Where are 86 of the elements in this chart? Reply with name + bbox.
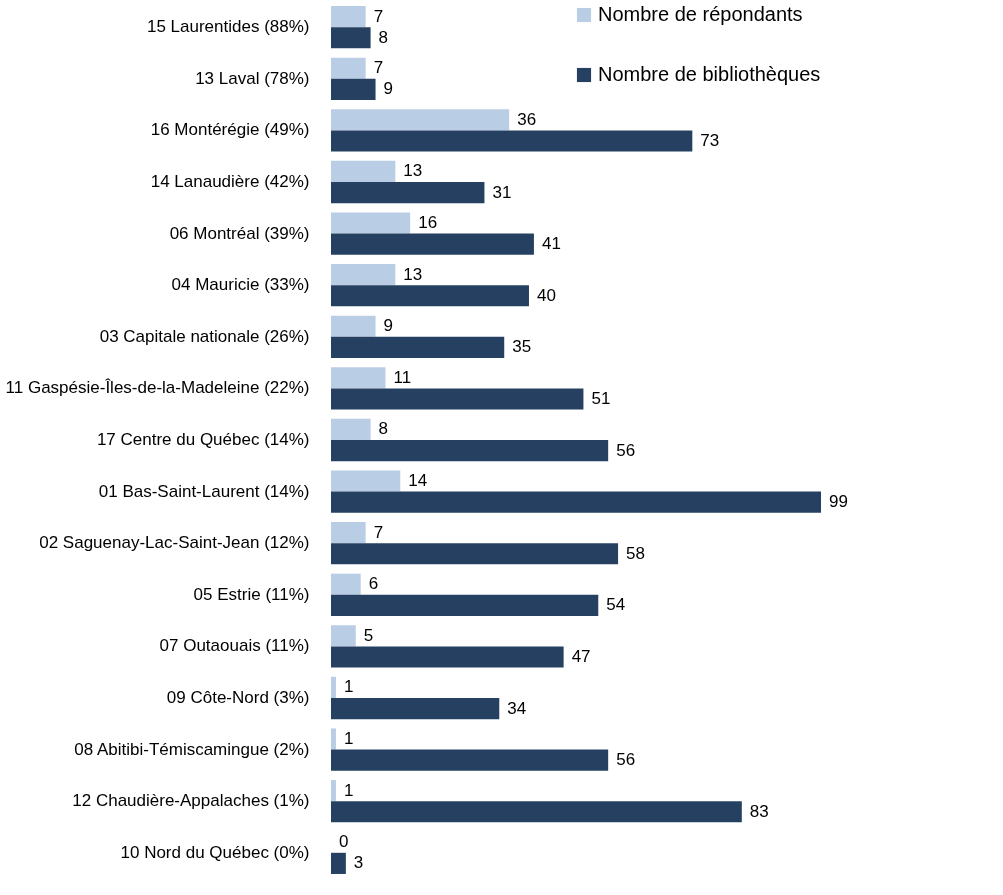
data-label: 40	[536, 285, 556, 305]
bar	[331, 543, 619, 565]
data-label: 73	[700, 130, 720, 150]
data-label: 1	[343, 729, 354, 749]
bar	[331, 625, 356, 647]
data-label: 7	[373, 58, 384, 78]
bar	[331, 181, 485, 204]
bar	[331, 109, 510, 131]
bar	[331, 676, 336, 699]
y-tick-label: 06 Montréal (39%)	[169, 223, 310, 243]
y-tick-label: 16 Montérégie (49%)	[150, 120, 310, 140]
bar	[331, 852, 346, 874]
bar	[331, 315, 376, 337]
data-label: 8	[378, 419, 389, 439]
bar	[331, 212, 411, 234]
bar	[331, 233, 534, 255]
y-tick-label: 08 Abitibi-Témiscamingue (2%)	[74, 739, 310, 759]
bar	[331, 646, 564, 668]
data-label: 6	[368, 574, 379, 594]
data-label: 41	[541, 234, 561, 254]
bar	[331, 573, 361, 595]
bar	[331, 160, 396, 182]
y-tick-label: 13 Laval (78%)	[195, 68, 310, 88]
data-label: 99	[829, 492, 848, 512]
data-label: 9	[383, 79, 394, 99]
data-label: 36	[517, 109, 537, 129]
bar	[331, 78, 376, 100]
bar	[331, 470, 401, 492]
data-label: 47	[571, 646, 591, 666]
bar	[331, 594, 599, 616]
data-label: 16	[418, 213, 438, 233]
data-label: 1	[343, 677, 354, 697]
bar	[331, 440, 609, 462]
bar	[331, 264, 396, 286]
bar	[331, 780, 336, 802]
data-label: 7	[373, 6, 384, 26]
y-tick-label: 05 Estrie (11%)	[193, 584, 310, 604]
data-label: 14	[408, 471, 428, 491]
data-label: 83	[749, 801, 769, 821]
data-label: 51	[591, 388, 611, 408]
data-label: 31	[492, 182, 512, 202]
legend-label: Nombre de bibliothèques	[598, 63, 821, 85]
bar	[331, 130, 693, 152]
bar	[331, 6, 366, 28]
bar	[331, 801, 742, 823]
data-label: 7	[373, 522, 384, 542]
data-label: 34	[507, 698, 527, 718]
bar	[331, 336, 505, 358]
data-label: 58	[626, 543, 645, 563]
data-label: 3	[353, 853, 364, 873]
y-tick-label: 14 Lanaudière (42%)	[150, 171, 310, 191]
y-tick-label: 09 Côte-Nord (3%)	[166, 688, 310, 708]
y-tick-label: 07 Outaouais (11%)	[159, 636, 310, 656]
bar	[331, 522, 366, 544]
data-label: 54	[606, 595, 626, 615]
data-label: 9	[383, 316, 394, 336]
bar	[331, 698, 500, 720]
bar	[331, 388, 584, 410]
data-label: 5	[363, 625, 374, 645]
y-tick-label: 02 Saguenay-Lac-Saint-Jean (12%)	[39, 533, 310, 553]
data-label: 35	[512, 337, 532, 357]
y-tick-label: 15 Laurentides (88%)	[146, 17, 310, 37]
legend-label: Nombre de répondants	[598, 3, 803, 25]
y-tick-label: 10 Nord du Québec (0%)	[120, 842, 310, 862]
data-label: 1	[343, 780, 354, 800]
bar	[331, 27, 371, 49]
data-label: 56	[616, 440, 636, 460]
data-label: 0	[339, 832, 349, 852]
data-label: 8	[378, 27, 389, 47]
bar	[331, 367, 386, 389]
bar	[331, 418, 371, 440]
bar	[331, 285, 529, 307]
y-tick-label: 01 Bas-Saint-Laurent (14%)	[98, 481, 310, 501]
y-tick-label: 11 Gaspésie-Îles-de-la-Madeleine (22%)	[5, 378, 310, 398]
bar	[331, 749, 609, 771]
y-tick-label: 03 Capitale nationale (26%)	[99, 326, 310, 346]
y-tick-label: 17 Centre du Québec (14%)	[96, 430, 310, 449]
data-label: 13	[403, 161, 423, 181]
bar	[331, 491, 821, 513]
data-label: 13	[403, 264, 423, 284]
data-label: 11	[393, 367, 412, 387]
bar	[331, 57, 366, 79]
y-tick-label: 04 Mauricie (33%)	[171, 275, 310, 295]
data-label: 56	[616, 750, 636, 770]
bar	[331, 728, 336, 750]
y-tick-label: 12 Chaudière-Appalaches (1%)	[72, 791, 310, 811]
